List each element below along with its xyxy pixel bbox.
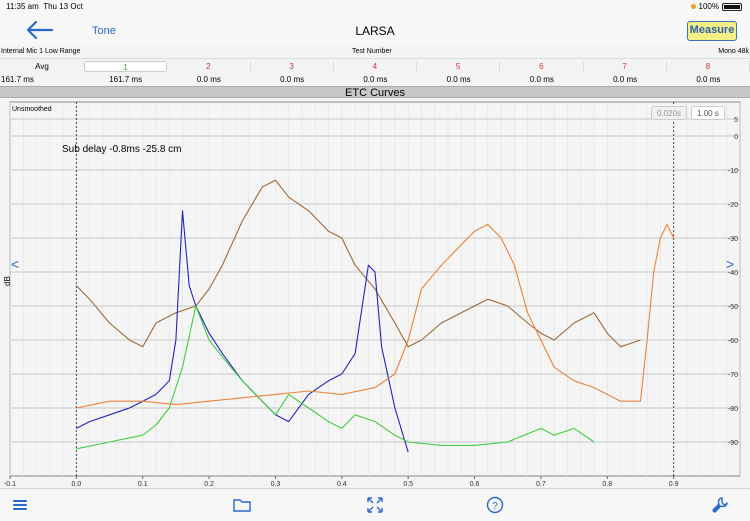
x-tick-label: 0.2 — [204, 481, 214, 488]
tab-channel-5[interactable]: 5 — [417, 61, 501, 72]
smoothing-label: Unsmoothed — [12, 106, 52, 113]
series-line-4 — [76, 223, 675, 409]
y-tick-label: -50 — [728, 304, 738, 311]
delay-values-row: 161.7 ms 161.7 ms 0.0 ms 0.0 ms 0.0 ms 0.0 m… — [0, 74, 750, 86]
y-tick-label: -90 — [728, 440, 738, 447]
tab-channel-7[interactable]: 7 — [584, 61, 667, 72]
sub-delay-annotation: Sub delay -0.8ms -25.8 cm — [62, 144, 182, 155]
y-tick-label: -10 — [728, 168, 738, 175]
x-tick-label: 0.0 — [71, 481, 81, 488]
channel-delay-value: 0.0 ms — [696, 75, 721, 84]
etc-chart[interactable]: 5 0 -10 -20 -30 -40 -50 -60 -70 -80 -90 -0.1 0.0 0.1 0… — [0, 98, 750, 488]
wrench-icon[interactable] — [710, 495, 730, 515]
info-row: Internal Mic 1 Low Range Test Number Mon… — [0, 47, 750, 58]
channel-delay-value: 0.0 ms — [280, 75, 305, 84]
y-tick-label: 0 — [734, 134, 738, 141]
x-tick-label: 0.4 — [337, 481, 347, 488]
battery-percent: 100% — [698, 2, 719, 11]
test-number-label: Test Number — [352, 48, 392, 55]
battery-icon — [722, 2, 742, 11]
mode-label: Mono 48k — [718, 48, 749, 55]
bottom-toolbar: ? — [0, 488, 750, 521]
time-scale-toggle: 0.020s 1.00 s — [651, 106, 725, 120]
y-tick-label: -80 — [728, 406, 738, 413]
tab-channel-3[interactable]: 3 — [251, 61, 334, 72]
y-tick-label: -30 — [728, 236, 738, 243]
tab-avg[interactable]: Avg — [35, 62, 49, 71]
chart-title-bar: ETC Curves — [0, 86, 750, 99]
series-line-3 — [76, 305, 595, 450]
status-right: 100% — [690, 2, 742, 11]
channel-delay-value: 0.0 ms — [446, 75, 471, 84]
list-icon[interactable] — [10, 495, 30, 515]
input-label: Internal Mic 1 Low Range — [1, 48, 81, 55]
y-tick-label: -60 — [728, 338, 738, 345]
y-axis-label: dB — [3, 276, 12, 286]
prev-arrow[interactable]: < — [11, 256, 20, 272]
channel-delay-value: 0.0 ms — [613, 75, 638, 84]
y-tick-label: 5 — [734, 117, 738, 124]
next-arrow[interactable]: > — [726, 256, 735, 272]
back-arrow-icon[interactable] — [22, 18, 54, 42]
y-tick-label: -70 — [728, 372, 738, 379]
x-tick-label: 0.8 — [602, 481, 612, 488]
x-tick-label: 0.6 — [470, 481, 480, 488]
status-bar: 11:35 am Thu 13 Oct 100% — [0, 0, 750, 14]
tab-channel-6[interactable]: 6 — [500, 61, 584, 72]
folder-icon[interactable] — [232, 495, 252, 515]
channel-delay-value: 0.0 ms — [363, 75, 388, 84]
tab-channel-2[interactable]: 2 — [167, 61, 251, 72]
avg-delay-value: 161.7 ms — [1, 75, 34, 84]
recording-dot-icon — [690, 4, 696, 9]
series-line-1 — [76, 179, 641, 348]
status-time: 11:35 am Thu 13 Oct — [6, 2, 83, 11]
y-tick-label: -40 — [728, 270, 738, 277]
y-tick-label: -20 — [728, 202, 738, 209]
channel-delay-value: 161.7 ms — [109, 75, 143, 84]
x-tick-label: 0.9 — [669, 481, 679, 488]
x-tick-label: 0.1 — [138, 481, 148, 488]
tab-channel-4[interactable]: 4 — [334, 61, 417, 72]
x-tick-label: 0.7 — [536, 481, 546, 488]
tab-channel-8[interactable]: 8 — [667, 61, 750, 72]
channel-delay-value: 0.0 ms — [196, 75, 221, 84]
time-scale-long-button[interactable]: 1.00 s — [691, 106, 725, 120]
etc-plot[interactable]: 5 0 -10 -20 -30 -40 -50 -60 -70 -80 -90 -0.1 0.0 0.1 0… — [0, 98, 750, 488]
measure-button[interactable]: Measure — [687, 21, 737, 41]
channel-delay-value: 0.0 ms — [529, 75, 554, 84]
x-tick-label: 0.5 — [403, 481, 413, 488]
tone-button[interactable]: Tone — [92, 25, 116, 37]
fullscreen-icon[interactable] — [365, 495, 385, 515]
time-scale-short-button[interactable]: 0.020s — [651, 106, 688, 120]
series-line-2 — [76, 210, 409, 453]
svg-text:?: ? — [492, 501, 498, 512]
nav-bar: Tone LARSA — [0, 14, 750, 46]
x-tick-label: -0.1 — [4, 481, 16, 488]
tab-channel-1[interactable]: 1 — [84, 61, 168, 72]
help-icon[interactable]: ? — [485, 495, 505, 515]
x-tick-label: 0.3 — [271, 481, 281, 488]
